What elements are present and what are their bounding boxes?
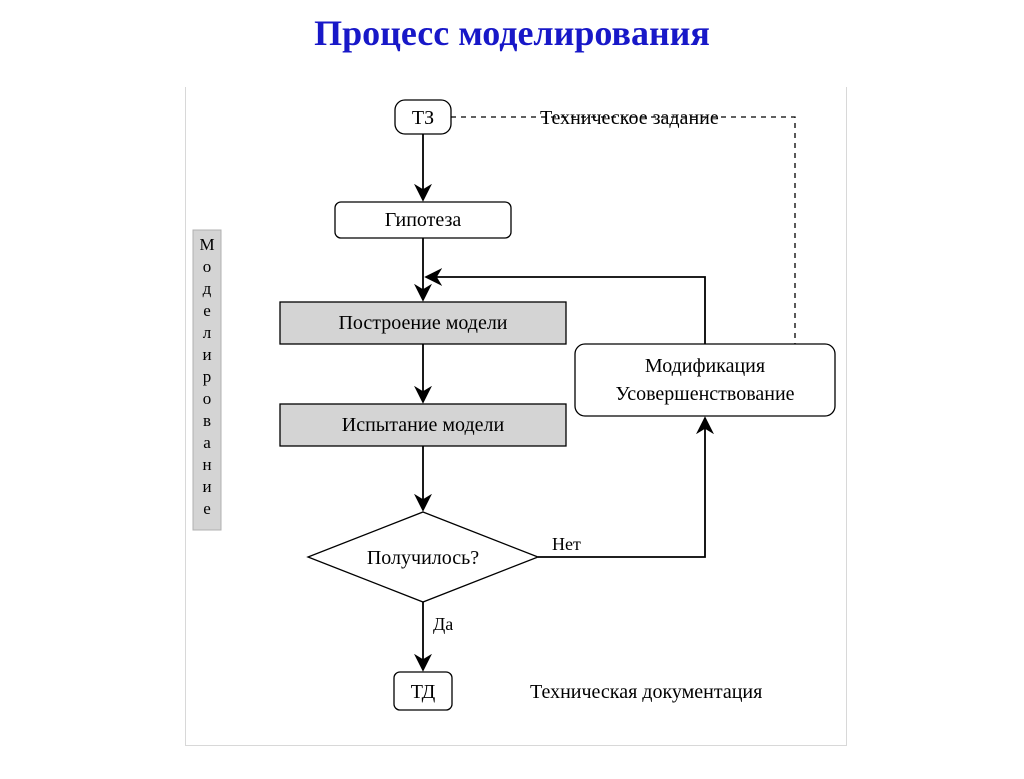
svg-text:и: и	[202, 345, 211, 364]
svg-text:М: М	[199, 235, 214, 254]
flowchart-svg: М о д е л и р о в а н и е ТЗ Техническое…	[0, 12, 1024, 779]
svg-text:о: о	[203, 389, 212, 408]
node-hypothesis: Гипотеза	[335, 202, 511, 238]
decision-label: Получилось?	[367, 547, 479, 569]
svg-text:о: о	[203, 257, 212, 276]
node-td: ТД	[394, 672, 452, 710]
svg-text:н: н	[202, 455, 211, 474]
test-label: Испытание модели	[342, 414, 505, 436]
svg-text:р: р	[203, 367, 212, 386]
svg-text:е: е	[203, 301, 211, 320]
node-test: Испытание модели	[280, 404, 566, 446]
td-note: Техническая документация	[530, 681, 762, 703]
tz-note: Техническое задание	[540, 107, 719, 129]
label-yes: Да	[433, 614, 453, 634]
svg-text:и: и	[202, 477, 211, 496]
td-label: ТД	[411, 681, 436, 703]
svg-text:е: е	[203, 499, 211, 518]
svg-text:а: а	[203, 433, 211, 452]
build-label: Построение модели	[338, 312, 507, 334]
label-no: Нет	[552, 534, 581, 554]
node-tz: ТЗ	[395, 100, 451, 134]
node-decision: Получилось?	[308, 512, 538, 602]
node-build: Построение модели	[280, 302, 566, 344]
mod-label1: Модификация	[645, 355, 765, 377]
hypo-label: Гипотеза	[385, 209, 462, 231]
svg-text:л: л	[203, 323, 212, 342]
side-label-modeling: М о д е л и р о в а н и е	[193, 230, 221, 530]
mod-label2: Усовершенствование	[615, 383, 794, 405]
svg-text:д: д	[203, 279, 212, 298]
tz-label: ТЗ	[412, 107, 434, 129]
svg-text:в: в	[203, 411, 211, 430]
node-modification: Модификация Усовершенствование	[575, 344, 835, 416]
